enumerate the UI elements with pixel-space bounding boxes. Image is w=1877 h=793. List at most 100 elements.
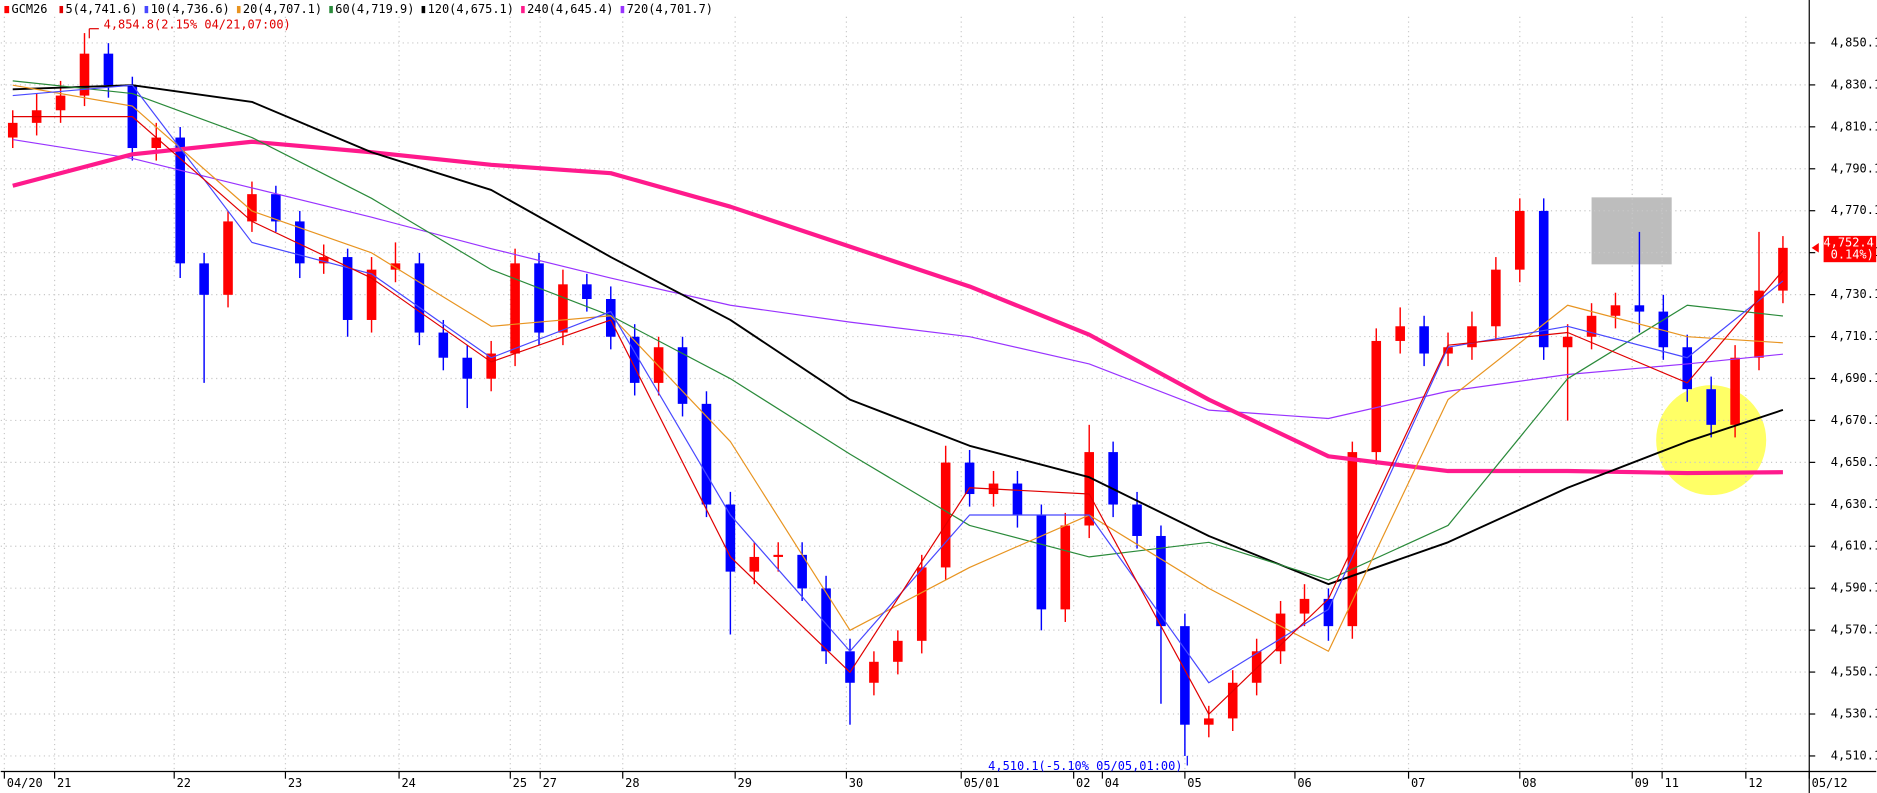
x-tick-label: 28 — [625, 776, 639, 790]
candle-body — [558, 284, 568, 333]
candle-body — [7, 122, 18, 138]
axes: 4,510.1 4,530.1 4,550.1 4,570.1 4,590.1 4,610… — [3, 35, 1877, 790]
y-tick-label: 4,790.1 — [1831, 161, 1877, 175]
legend-label: 20(4,707.1) — [243, 2, 322, 16]
candle-body — [1538, 210, 1549, 348]
candle-body — [55, 95, 66, 111]
candle-body — [534, 263, 544, 333]
legend-label: 720(4,701.7) — [627, 2, 713, 16]
y-tick-label: 4,650.1 — [1831, 455, 1877, 469]
candle-body — [1395, 326, 1405, 341]
candle-body — [869, 661, 879, 683]
candle-body — [1610, 305, 1621, 316]
candle-body — [797, 554, 807, 589]
candle-body — [366, 269, 377, 320]
x-tick-label: 25 — [513, 776, 527, 790]
y-tick-label: 4,510.1 — [1831, 748, 1877, 762]
y-tick-label: 4,590.1 — [1831, 581, 1877, 595]
candle-body — [1586, 315, 1597, 337]
y-tick-label: 4,710.1 — [1831, 329, 1877, 343]
legend: GCM26 5(4,741.6) 10(4,736.6) 20(4,707.1) 60(… — [4, 2, 713, 16]
candle-body — [1730, 357, 1740, 425]
candle-body — [1012, 483, 1023, 516]
candle-body — [940, 462, 951, 568]
last-price-marker — [1811, 243, 1819, 253]
candle-body — [1754, 290, 1764, 358]
y-tick-label: 4,830.1 — [1831, 77, 1877, 91]
legend-marker — [4, 5, 10, 14]
legend-marker — [421, 5, 426, 14]
legend-marker — [620, 5, 625, 14]
candle-body — [916, 567, 927, 641]
candle-body — [79, 53, 90, 96]
candle-body — [1132, 504, 1142, 536]
y-tick-label: 4,810.1 — [1831, 119, 1877, 133]
candle-body — [1275, 613, 1286, 652]
candle-body — [605, 299, 616, 337]
candle-body — [653, 347, 664, 383]
y-tick-label: 4,570.1 — [1831, 623, 1877, 637]
candle-body — [1060, 525, 1071, 610]
y-tick-label: 4,770.1 — [1831, 203, 1877, 217]
candle-body — [223, 221, 233, 295]
legend-marker — [59, 5, 64, 14]
legend-marker — [236, 5, 241, 14]
x-tick-label: 05/01 — [964, 776, 1000, 790]
legend-symbol: GCM26 — [12, 2, 48, 16]
candle-body — [1180, 626, 1190, 725]
x-tick-label: 06 — [1297, 776, 1311, 790]
x-tick-label: 04/20 — [7, 776, 43, 790]
ma-line — [12, 84, 1783, 652]
legend-label: 5(4,741.6) — [65, 2, 137, 16]
candle-body — [271, 194, 281, 222]
candle-body — [1419, 326, 1429, 354]
legend-marker — [329, 5, 333, 14]
candle-body — [821, 588, 831, 652]
legend-label: 60(4,719.9) — [335, 2, 414, 16]
candle-body — [1323, 598, 1334, 627]
candle-body — [1491, 269, 1501, 327]
x-tick-label: 05/12 — [1812, 776, 1848, 790]
candle-body — [318, 257, 329, 264]
legend-label: 240(4,645.4) — [527, 2, 613, 16]
x-tick-label: 11 — [1665, 776, 1679, 790]
x-tick-label: 21 — [57, 776, 71, 790]
ma-line — [12, 139, 1783, 476]
candle-body — [438, 332, 449, 358]
candle-body — [1658, 311, 1669, 348]
x-tick-label: 22 — [177, 776, 191, 790]
high-annotation: 4,854.8(2.15% 04/21,07:00) — [104, 18, 291, 32]
candle-body — [1108, 452, 1118, 505]
candle-body — [1443, 347, 1453, 354]
ma-line — [12, 138, 1783, 420]
candle-body — [295, 221, 305, 264]
candle-body — [1634, 305, 1645, 312]
y-tick-label: 4,610.1 — [1831, 539, 1877, 553]
candle-body — [701, 403, 712, 505]
candle-body — [510, 263, 520, 354]
candle-body — [1036, 515, 1047, 610]
y-tick-label: 4,630.1 — [1831, 497, 1877, 511]
ma-line — [12, 84, 1784, 586]
x-tick-label: 07 — [1411, 776, 1425, 790]
candle-body — [1371, 340, 1382, 453]
candle-body — [390, 263, 401, 270]
candle-body — [1778, 247, 1788, 291]
candle-body — [964, 462, 975, 495]
candles — [7, 33, 1788, 756]
x-tick-label: 29 — [738, 776, 752, 790]
last-price: 4,752.4( 0.14%) — [1811, 236, 1877, 263]
candle-body — [1227, 682, 1238, 719]
candle-body — [1562, 336, 1573, 348]
candle-body — [725, 504, 736, 572]
candle-body — [677, 347, 688, 404]
candle-body — [1682, 347, 1693, 390]
y-tick-label: 4,530.1 — [1831, 707, 1877, 721]
x-tick-label: 02 — [1076, 776, 1090, 790]
candle-body — [845, 651, 855, 683]
candle-body — [749, 556, 760, 572]
low-annotation: 4,510.1(-5.10% 05/05,01:00) — [988, 759, 1182, 773]
x-tick-label: 30 — [849, 776, 863, 790]
candle-body — [629, 336, 640, 383]
